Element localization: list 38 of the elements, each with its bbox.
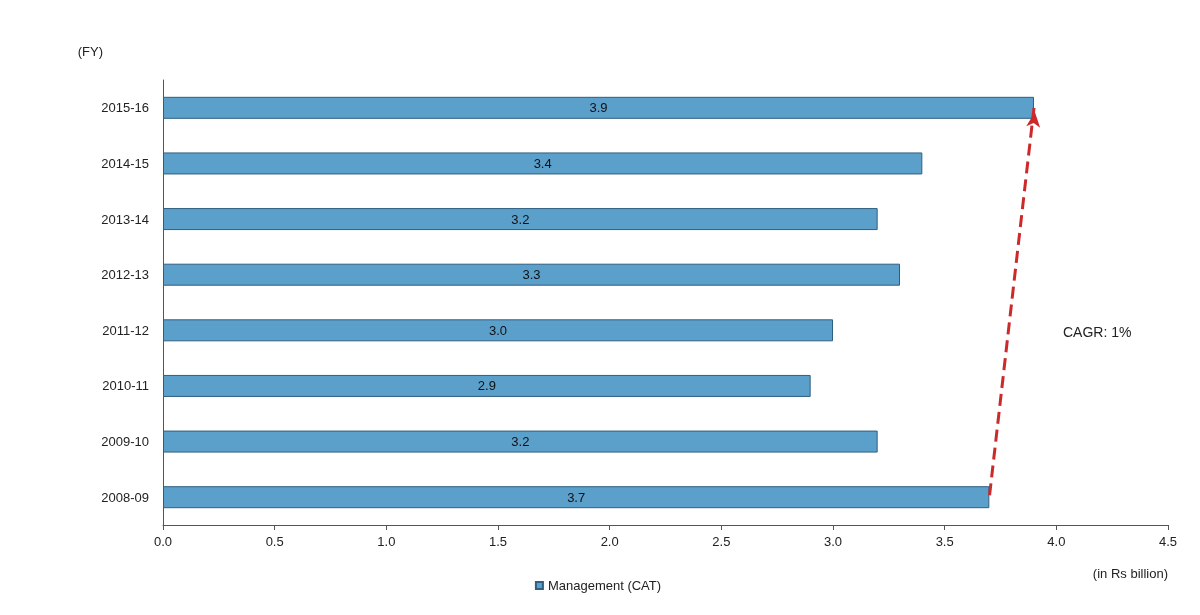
bar [163, 208, 878, 231]
y-tick-label: 2013-14 [101, 211, 149, 227]
x-tick-label: 0.5 [265, 534, 284, 549]
x-tick-label: 2.5 [712, 534, 731, 549]
y-axis-title: (FY) [77, 44, 103, 59]
bar [163, 430, 878, 453]
annotation: CAGR: 1% [1063, 324, 1132, 340]
bar [163, 486, 990, 509]
x-tick-label: 3.0 [823, 534, 843, 549]
data-label: 2.9 [477, 378, 496, 394]
x-tick-label: 1.5 [488, 534, 508, 549]
data-label: 3.2 [511, 434, 530, 450]
x-tick-label: 3.5 [935, 534, 954, 549]
y-tick-label: 2014-15 [101, 155, 149, 171]
data-label: 3.9 [589, 100, 608, 116]
x-tick-label: 0.0 [153, 534, 173, 549]
y-tick-label: 2010-11 [102, 378, 149, 394]
y-tick-label: 2009-10 [101, 434, 149, 450]
y-tick-label: 2008-09 [101, 489, 149, 505]
bar [163, 374, 811, 397]
x-tick-label: 4.5 [1158, 534, 1178, 549]
x-tick-label: 1.0 [377, 534, 396, 549]
y-tick-label: 2011-12 [102, 322, 149, 338]
data-label: 3.0 [488, 322, 508, 338]
bar [163, 263, 900, 286]
data-label: 3.4 [533, 155, 552, 171]
x-tick-label: 2.0 [600, 534, 619, 549]
data-label: 3.3 [522, 267, 541, 283]
bar [163, 152, 923, 175]
bar [163, 319, 833, 342]
x-axis-title: (in Rs billion) [1092, 566, 1168, 581]
data-label: 3.7 [567, 489, 586, 505]
x-tick-label: 4.0 [1047, 534, 1066, 549]
legend-label: Management (CAT) [547, 578, 662, 593]
data-label: 3.2 [511, 211, 530, 227]
y-tick-label: 2015-16 [101, 100, 149, 116]
y-tick-label: 2012-13 [101, 267, 149, 283]
bar [163, 96, 1034, 119]
